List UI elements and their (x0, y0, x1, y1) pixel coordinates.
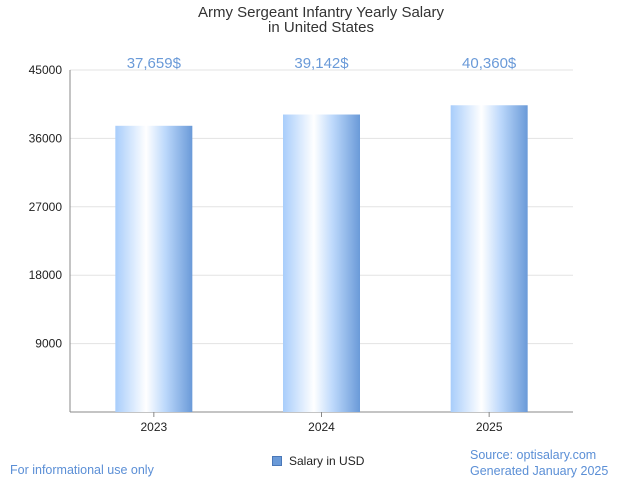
bars (115, 105, 528, 413)
data-label-2023: 37,659$ (127, 55, 182, 72)
data-labels: 37,659$ 39,142$ 40,360$ (127, 55, 517, 72)
bar-2023 (115, 125, 193, 413)
x-tick-label: 2024 (308, 420, 335, 434)
y-tick-label: 18000 (29, 268, 63, 282)
y-tick-label: 9000 (35, 337, 62, 351)
disclaimer-text: For informational use only (10, 463, 154, 477)
data-label-2024: 39,142$ (294, 55, 349, 72)
y-tick-label: 36000 (29, 131, 63, 145)
generated-text: Generated January 2025 (470, 464, 609, 478)
chart-title-line-2: in United States (268, 19, 374, 36)
source-info: Source: optisalary.com Generated January… (470, 447, 608, 479)
source-text: Source: optisalary.com (470, 448, 597, 462)
y-tick-label: 45000 (29, 63, 63, 77)
legend-swatch (272, 456, 282, 466)
x-tick-label: 2023 (140, 420, 167, 434)
bar-2024 (283, 114, 360, 412)
bar-2025 (450, 105, 528, 412)
y-tick-label: 27000 (29, 200, 63, 214)
chart-title-line-1: Army Sergeant Infantry Yearly Salary (198, 4, 444, 21)
x-tick-label: 2025 (476, 420, 503, 434)
tick-labels: 9000 18000 27000 36000 45000 2023 2024 2025 (29, 63, 503, 434)
data-label-2025: 40,360$ (462, 55, 517, 72)
legend: Salary in USD (272, 454, 364, 468)
chart-title: Army Sergeant Infantry Yearly Salary in … (198, 4, 444, 36)
legend-label: Salary in USD (289, 454, 365, 468)
